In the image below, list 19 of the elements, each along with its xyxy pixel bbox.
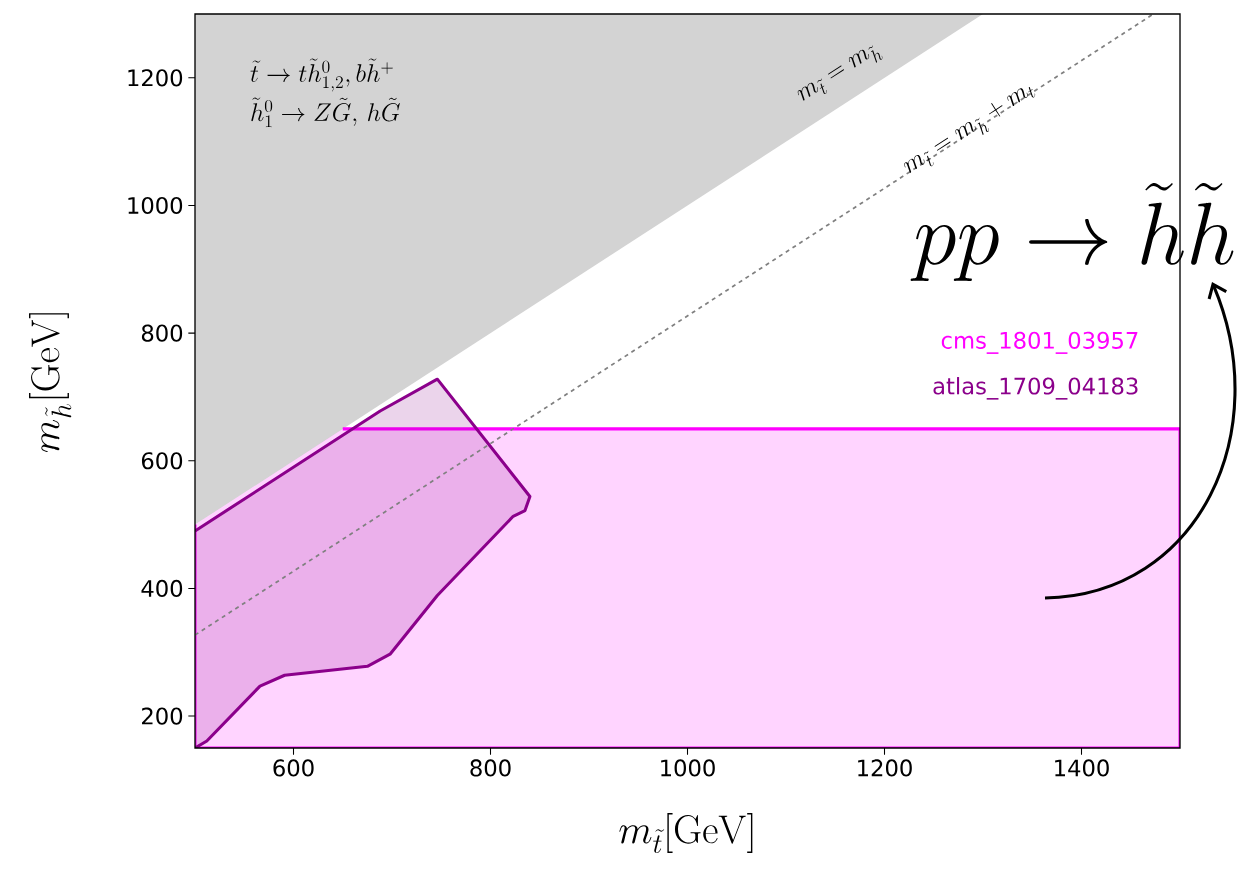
y-axis-title: $m_{\tilde h} [\mathrm{GeV}]$ bbox=[29, 313, 72, 453]
x-tick-label: 1000 bbox=[661, 759, 715, 777]
y-tick-label: 400 bbox=[141, 579, 183, 597]
y-tick-label: 800 bbox=[141, 324, 183, 342]
y-tick-label: 600 bbox=[141, 452, 183, 470]
annotation: $m_{\tilde t} = m_{\tilde h} + m_t$ bbox=[904, 87, 1036, 173]
x-tick-label: 1200 bbox=[858, 759, 912, 777]
annotation: $m_{\tilde t} = m_{\tilde h}$ bbox=[797, 45, 883, 101]
x-tick-label: 800 bbox=[470, 759, 511, 777]
y-tick-label: 1000 bbox=[128, 196, 183, 215]
annotation: $\tilde h^0_1 \to Z \tilde G,\, h \tilde G$ bbox=[251, 97, 400, 128]
y-tick-label: 200 bbox=[142, 707, 183, 725]
x-tick-label: 600 bbox=[273, 759, 314, 777]
y-tick-label: 1200 bbox=[128, 69, 183, 87]
x-tick-label: 1400 bbox=[1055, 759, 1109, 777]
annotation: $\tilde t \to t \tilde h^0_{1,2}, b \tilde h^+$ bbox=[250, 58, 393, 92]
text: cms_1801_03957 bbox=[941, 331, 1138, 354]
text: atlas_1709_04183 bbox=[933, 377, 1138, 400]
x-axis-title: $m_{\tilde t} [\mathrm{GeV}]$ bbox=[619, 813, 753, 854]
